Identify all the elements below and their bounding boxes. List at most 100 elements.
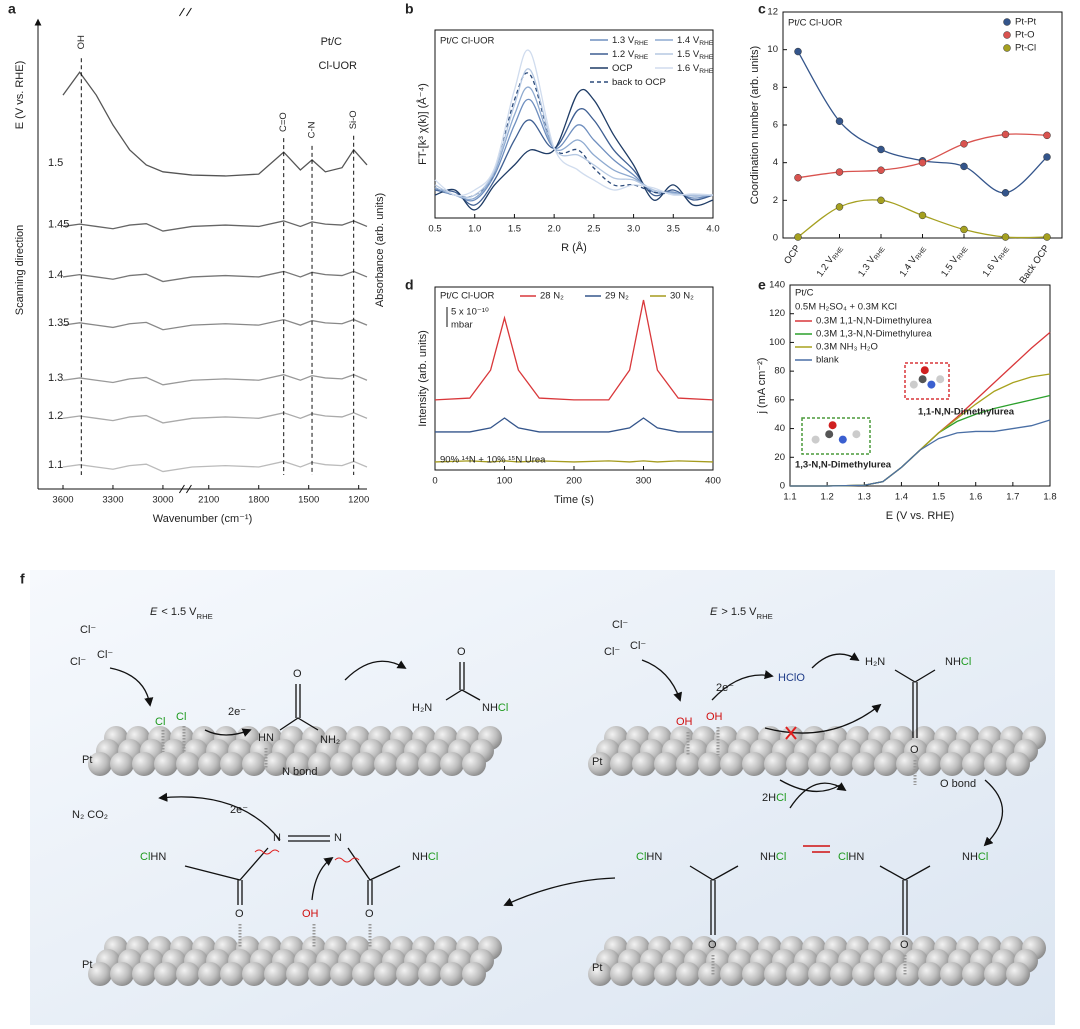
pt-label: Pt: [82, 959, 92, 971]
atom: [838, 435, 847, 444]
legend-label-main: 1.4 V: [677, 35, 700, 46]
pt-atom: [918, 962, 942, 986]
pt-atom: [742, 962, 766, 986]
oh: OH: [302, 908, 319, 920]
pt-atom: [308, 752, 332, 776]
arrow: [983, 779, 1004, 847]
x-tick-label: 3.5: [667, 224, 680, 235]
pt-atom: [176, 752, 200, 776]
x-tick-label: 1.5: [932, 492, 945, 503]
series-line: [62, 270, 368, 283]
atom: NHCl: [962, 851, 988, 863]
pt-atom: [984, 752, 1008, 776]
panel-letter: c: [758, 1, 766, 17]
y-tick-label: 80: [774, 366, 785, 377]
two-h: 2H: [762, 792, 776, 804]
point: [960, 225, 968, 234]
symbol: E: [710, 606, 718, 618]
point: [794, 173, 802, 182]
axis-break: [179, 484, 192, 494]
atom: O: [910, 744, 919, 756]
pt-atom: [588, 962, 612, 986]
pt-atom: [1006, 962, 1030, 986]
legend-label-main: 1.2 V: [612, 49, 635, 60]
x-axis-label: E (V vs. RHE): [886, 510, 954, 522]
atom: [828, 421, 837, 430]
pt-atom: [308, 962, 332, 986]
pt-atom: [330, 752, 354, 776]
atom: [920, 366, 929, 375]
x-tick-label: 1800: [248, 495, 269, 506]
pt-atom: [462, 752, 486, 776]
x-tick-label: 0.5: [428, 224, 441, 235]
nh: NH: [945, 656, 961, 668]
pt-label: Pt: [592, 962, 602, 974]
point: [918, 158, 927, 167]
x-tick-label-sub: RHE: [915, 246, 929, 262]
y-tick-label: 6: [773, 120, 778, 131]
cl: Cl: [961, 656, 971, 668]
pt-atom: [852, 962, 876, 986]
frame: [789, 284, 1051, 487]
cl: Cl: [776, 792, 786, 804]
legend-label: back to OCP: [612, 77, 666, 88]
legend-label-main: OCP: [612, 63, 633, 74]
atom: O: [900, 939, 909, 951]
pt-atom: [808, 752, 832, 776]
series-line: [62, 412, 368, 424]
x-tick-label: 0: [432, 476, 437, 487]
atom: [852, 430, 861, 439]
x-tick-label: 1.6 VRHE: [980, 242, 1012, 279]
hn: HN: [848, 851, 864, 863]
arrow: [711, 670, 774, 701]
x-tick-label: 1.0: [468, 224, 481, 235]
bonds: [445, 662, 481, 701]
x-tick-label: 3.0: [627, 224, 640, 235]
pt-atom: [808, 962, 832, 986]
pt-atom: [896, 962, 920, 986]
x-tick-label-sub: RHE: [956, 246, 970, 262]
arrow: [344, 660, 407, 681]
series-line: [434, 460, 714, 463]
point: [877, 166, 885, 174]
atom: [927, 380, 936, 389]
series-label: 1.45: [48, 218, 69, 230]
pt-atom: [852, 752, 876, 776]
y-tick-label: 40: [774, 423, 785, 434]
pt-atom: [198, 962, 222, 986]
series-label: 1.2: [48, 410, 63, 422]
x-tick-label: 2.0: [548, 224, 561, 235]
nh: NH: [760, 851, 776, 863]
annotation: C-N: [307, 121, 318, 138]
arrow: [311, 856, 334, 901]
atom: [936, 375, 945, 384]
y-axis-label: E (V vs. RHE): [14, 61, 26, 129]
pt-atom: [632, 752, 656, 776]
x-tick-label: 2.5: [587, 224, 600, 235]
series-line: [434, 88, 714, 211]
series-line: [62, 460, 368, 473]
x-tick-label: 1.3 VRHE: [856, 242, 888, 279]
arrow: [641, 659, 683, 702]
legend-label-sub: RHE: [634, 54, 649, 61]
atom: [811, 435, 820, 444]
hcl: 2HCl: [762, 792, 786, 804]
pt-atom: [264, 962, 288, 986]
legend-marker: [1003, 31, 1011, 39]
pt-atom: [720, 752, 744, 776]
y-axis-label: Coordination number (arb. units): [749, 46, 761, 204]
pt-atom: [440, 962, 464, 986]
legend-label: 29 N₂: [605, 291, 629, 302]
y-axis-label: Intensity (arb. units): [417, 330, 429, 427]
y-tick-label: 4: [773, 157, 778, 168]
bonds: [689, 865, 739, 935]
molecule-label: 1,1-N,N-Dimethylurea: [918, 407, 1015, 418]
atom: O: [293, 668, 302, 680]
pt-atom: [352, 962, 376, 986]
legend-label-sub: RHE: [699, 40, 714, 47]
x-tick-label: 300: [636, 476, 652, 487]
condition-high: E > 1.5 VRHE: [710, 606, 773, 621]
legend-label: 1.2 VRHE: [612, 49, 649, 62]
point: [794, 233, 802, 241]
cl: Cl: [838, 851, 848, 863]
